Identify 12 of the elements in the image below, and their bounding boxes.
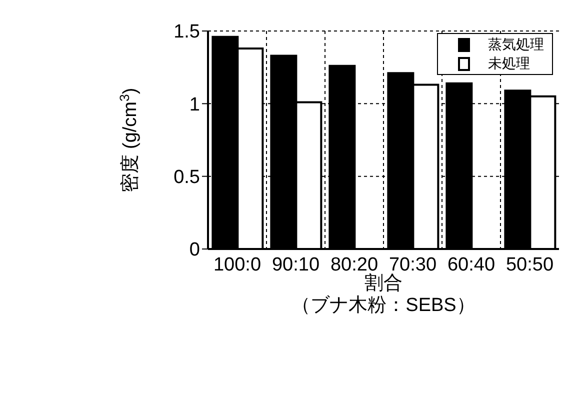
x-axis-title: 割合: [364, 273, 402, 294]
legend-label: 未処理: [488, 54, 530, 73]
text: （ブナ木粉：SEBS）: [292, 295, 476, 316]
legend-label: 蒸気処理: [488, 35, 544, 54]
x-tick-label: 50:50: [506, 254, 554, 276]
x-tick-label: 60:40: [447, 254, 496, 276]
y-tick-label: 1: [189, 94, 200, 116]
x-tick-label: 90:10: [272, 254, 320, 276]
y-tick-label: 0: [189, 240, 200, 261]
y-tick-label: 1.5: [174, 22, 200, 43]
x-tick-label: 100:0: [213, 254, 262, 276]
y-tick-label: 0.5: [174, 167, 200, 188]
